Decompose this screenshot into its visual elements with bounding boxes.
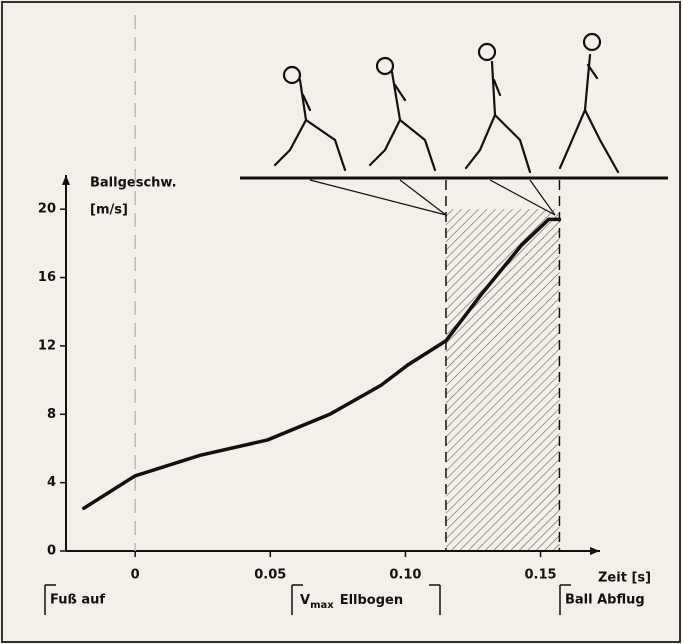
y-unit: [m/s] <box>90 203 128 218</box>
v-label: Vmax Ellbogen <box>300 593 403 612</box>
x-tick-label: 0.15 <box>525 568 557 583</box>
y-tick-label: 16 <box>38 270 56 285</box>
v-sub: max <box>310 600 334 611</box>
y-tick-label: 4 <box>47 475 56 490</box>
figures <box>275 34 618 172</box>
y-label: Ballgeschw. <box>90 176 177 191</box>
x-tick-label: 0 <box>131 568 140 583</box>
y-tick-label: 12 <box>38 338 56 353</box>
shaded-region <box>446 209 560 551</box>
x-tick-label: 0.10 <box>389 568 421 583</box>
x-tick-label: 0.05 <box>254 568 286 583</box>
y-tick-label: 0 <box>47 544 56 559</box>
frame <box>2 2 680 642</box>
y-tick-label: 8 <box>47 407 56 422</box>
foot-label: Fuß auf <box>50 593 105 608</box>
release-label: Ball Abflug <box>565 593 645 608</box>
v-rest: Ellbogen <box>340 593 403 608</box>
chart: Ballgeschw. [m/s] Zeit [s] Fuß auf Vmax E… <box>0 0 682 644</box>
y-tick-label: 20 <box>38 202 56 217</box>
x-label: Zeit [s] <box>598 571 651 586</box>
v-letter: V <box>300 593 310 608</box>
